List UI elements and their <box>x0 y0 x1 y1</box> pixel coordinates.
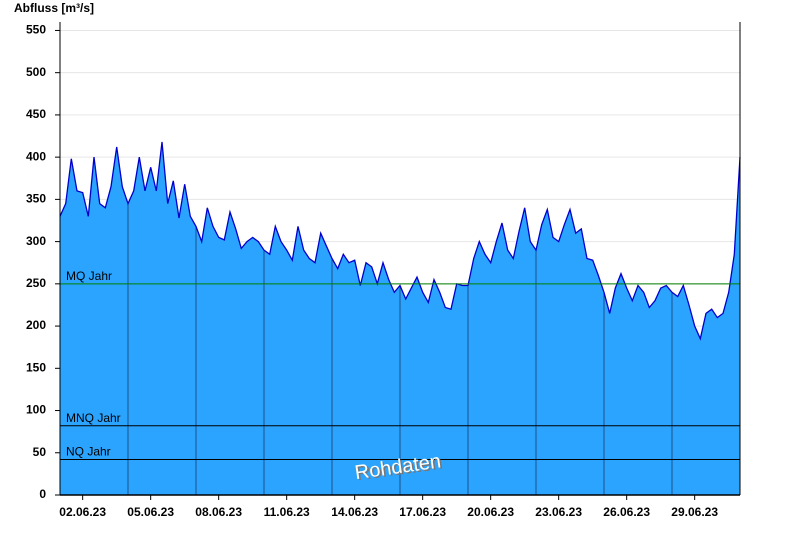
x-tick-label: 02.06.23 <box>59 505 106 519</box>
x-tick-label: 20.06.23 <box>467 505 514 519</box>
x-tick-label: 08.06.23 <box>195 505 242 519</box>
y-tick-label: 550 <box>26 23 46 37</box>
y-tick-label: 0 <box>39 487 46 501</box>
y-tick-label: 50 <box>33 445 47 459</box>
reference-label: NQ Jahr <box>66 445 111 459</box>
y-axis-label: Abfluss [m³/s] <box>14 1 94 15</box>
x-tick-label: 14.06.23 <box>331 505 378 519</box>
reference-label: MNQ Jahr <box>66 411 121 425</box>
x-tick-label: 26.06.23 <box>603 505 650 519</box>
y-tick-label: 350 <box>26 192 46 206</box>
line <box>59 141 741 341</box>
y-tick-label: 200 <box>26 318 46 332</box>
x-tick-label: 29.06.23 <box>671 505 718 519</box>
y-tick-label: 100 <box>26 403 46 417</box>
y-tick-label: 150 <box>26 360 46 374</box>
y-tick-label: 300 <box>26 234 46 248</box>
reference-label: MQ Jahr <box>66 269 112 283</box>
x-tick-label: 17.06.23 <box>399 505 446 519</box>
x-tick-label: 05.06.23 <box>127 505 174 519</box>
y-tick-label: 400 <box>26 149 46 163</box>
y-tick-label: 250 <box>26 276 46 290</box>
x-tick-label: 23.06.23 <box>535 505 582 519</box>
y-tick-label: 450 <box>26 107 46 121</box>
y-tick-label: 500 <box>26 65 46 79</box>
x-tick-label: 11.06.23 <box>264 505 310 519</box>
